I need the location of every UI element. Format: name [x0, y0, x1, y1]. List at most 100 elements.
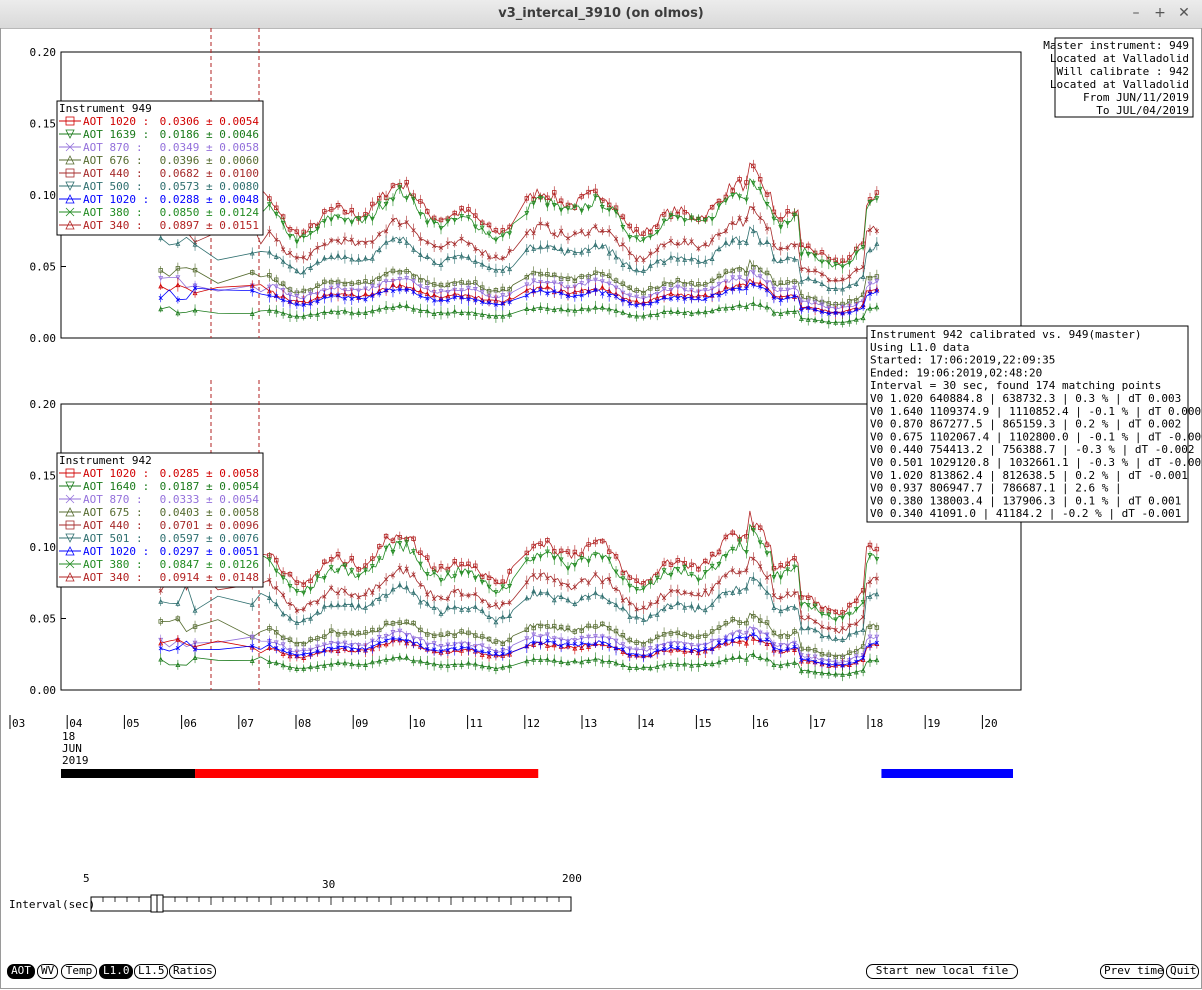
- series-aot-870: [158, 624, 880, 669]
- legend-entry: AOT 501 : 0.0597 ± 0.0076: [59, 532, 259, 545]
- time-tick-label: 13: [584, 717, 597, 730]
- series-line: [160, 226, 878, 290]
- legend-entry: AOT 440 : 0.0682 ± 0.0100: [59, 167, 259, 180]
- master-info-box: Master instrument: 949 Located at Vallad…: [1043, 37, 1194, 118]
- time-tick-label: 19: [927, 717, 940, 730]
- quit-button[interactable]: Quit: [1166, 964, 1199, 979]
- y-tick-label: 0.20: [30, 46, 57, 59]
- legend-label: AOT 675 :: [83, 506, 143, 519]
- legend-value: 0.0850 ± 0.0124: [160, 206, 260, 219]
- series-aot-675: [158, 610, 880, 662]
- series-aot-1020: [158, 629, 879, 672]
- legend-title: Instrument 949: [59, 102, 152, 115]
- time-tick-label: 06: [184, 717, 197, 730]
- close-button[interactable]: ✕: [1178, 5, 1190, 21]
- time-tick-label: 07: [241, 717, 254, 730]
- legend-label: AOT 340 :: [83, 219, 143, 232]
- legend-label: AOT 1020 :: [83, 193, 149, 206]
- time-tick-label: 09: [355, 717, 368, 730]
- legend-value: 0.0847 ± 0.0126: [160, 558, 259, 571]
- series-line: [160, 612, 878, 658]
- maximize-button[interactable]: +: [1154, 5, 1166, 21]
- series-line: [160, 162, 878, 265]
- legend-entry: AOT 1639 : 0.0186 ± 0.0046: [59, 128, 259, 141]
- legend-label: AOT 380 :: [83, 558, 143, 571]
- start-new-local-file-button[interactable]: Start new local file: [866, 964, 1018, 979]
- legend-label: AOT 676 :: [83, 154, 143, 167]
- legend-label: AOT 440 :: [83, 167, 143, 180]
- interval-slider[interactable]: [90, 894, 572, 913]
- minimize-button[interactable]: –: [1132, 5, 1140, 21]
- slider-mid-label: 30: [322, 878, 336, 891]
- l15-button[interactable]: L1.5: [134, 964, 168, 979]
- legend-value: 0.0288 ± 0.0048: [160, 193, 259, 206]
- prev-time-button[interactable]: Prev time: [1100, 964, 1164, 979]
- legend-label: AOT 380 :: [83, 206, 143, 219]
- date-label: 18: [62, 730, 75, 743]
- calibration-line: Started: 17:06:2019,22:09:35: [870, 354, 1055, 367]
- aot-button[interactable]: AOT: [7, 964, 35, 979]
- window-titlebar: v3_intercal_3910 (on olmos) – + ✕: [0, 0, 1202, 29]
- legend-label: AOT 1020 :: [83, 467, 149, 480]
- legend-entry: AOT 870 : 0.0349 ± 0.0058: [59, 141, 259, 154]
- series-line: [160, 523, 878, 621]
- calibration-line: V0 0.380 138003.4 | 137906.3 | 0.1 % | d…: [870, 494, 1181, 507]
- calibration-line: V0 0.675 1102067.4 | 1102800.0 | -0.1 % …: [870, 430, 1202, 443]
- series-aot-676: [158, 259, 880, 311]
- legend-value: 0.0333 ± 0.0054: [160, 493, 260, 506]
- coverage-segment: [61, 769, 196, 778]
- y-tick-label: 0.15: [30, 470, 57, 483]
- coverage-segment: [881, 769, 1013, 778]
- calibration-line: V0 0.937 806947.7 | 786687.1 | 2.6 % |: [870, 482, 1122, 495]
- master-line: From JUN/11/2019: [1083, 91, 1189, 104]
- legend-value: 0.0597 ± 0.0076: [160, 532, 259, 545]
- series-aot-340: [158, 510, 880, 618]
- calibration-line: V0 1.640 1109374.9 | 1110852.4 | -0.1 % …: [870, 405, 1201, 418]
- legend-entry: AOT 870 : 0.0333 ± 0.0054: [59, 493, 259, 506]
- master-line: Will calibrate : 942: [1057, 65, 1189, 78]
- wv-button[interactable]: WV: [37, 964, 58, 979]
- calibration-line: Using L1.0 data: [870, 341, 969, 354]
- calibration-info-box: Instrument 942 calibrated vs. 949(master…: [866, 325, 1202, 523]
- legend-entry: AOT 440 : 0.0701 ± 0.0096: [59, 519, 259, 532]
- temp-button[interactable]: Temp: [61, 964, 97, 979]
- l10-button[interactable]: L1.0: [99, 964, 133, 979]
- time-tick-label: 03: [12, 717, 25, 730]
- y-tick-label: 0.10: [30, 541, 57, 554]
- legend-title: Instrument 942: [59, 454, 152, 467]
- legend-label: AOT 340 :: [83, 571, 143, 584]
- time-tick-label: 18: [870, 717, 883, 730]
- legend-label: AOT 440 :: [83, 519, 143, 532]
- date-label: JUN: [62, 742, 82, 755]
- time-axis: 03 04 05 06 07 08 09 10 11 12 13 14 15 16 17 18 19 2018JU…: [9, 715, 998, 767]
- legend-entry: AOT 380 : 0.0847 ± 0.0126: [59, 558, 259, 571]
- slider-max-label: 200: [562, 872, 582, 885]
- top-chart: 0.00 0.05 0.10 0.15 0.20: [30, 28, 880, 345]
- legend-label: AOT 1640 :: [83, 480, 149, 493]
- calibration-line: V0 1.020 640884.8 | 638732.3 | 0.3 % | d…: [870, 392, 1181, 405]
- series-line: [160, 259, 877, 306]
- calibration-line: V0 1.020 813862.4 | 812638.5 | 0.2 % | d…: [870, 469, 1188, 482]
- legend-entry: AOT 676 : 0.0396 ± 0.0060: [59, 154, 259, 167]
- ratios-button[interactable]: Ratios: [169, 964, 216, 979]
- coverage-bar: [61, 769, 1013, 778]
- legend-entry: AOT 675 : 0.0403 ± 0.0058: [59, 506, 259, 519]
- series-line: [160, 633, 877, 667]
- slider-label: Interval(sec): [9, 898, 96, 911]
- y-tick-label: 0.00: [30, 684, 57, 697]
- legend-value: 0.0573 ± 0.0080: [160, 180, 259, 193]
- legend-value: 0.0306 ± 0.0054: [160, 115, 260, 128]
- legend-label: AOT 870 :: [83, 493, 143, 506]
- y-tick-label: 0.15: [30, 118, 57, 131]
- legend-value: 0.0349 ± 0.0058: [160, 141, 259, 154]
- calibration-line: V0 0.870 867277.5 | 865159.3 | 0.2 % | d…: [870, 418, 1181, 431]
- series-aot-340: [158, 159, 880, 267]
- legend-frame: [56, 100, 264, 236]
- time-tick-label: 17: [813, 717, 826, 730]
- time-tick-label: 14: [641, 717, 655, 730]
- time-tick-label: 20: [984, 717, 997, 730]
- time-tick-label: 16: [756, 717, 769, 730]
- legend-entry: AOT 340 : 0.0897 ± 0.0151: [59, 219, 259, 232]
- legend-label: AOT 501 :: [83, 532, 143, 545]
